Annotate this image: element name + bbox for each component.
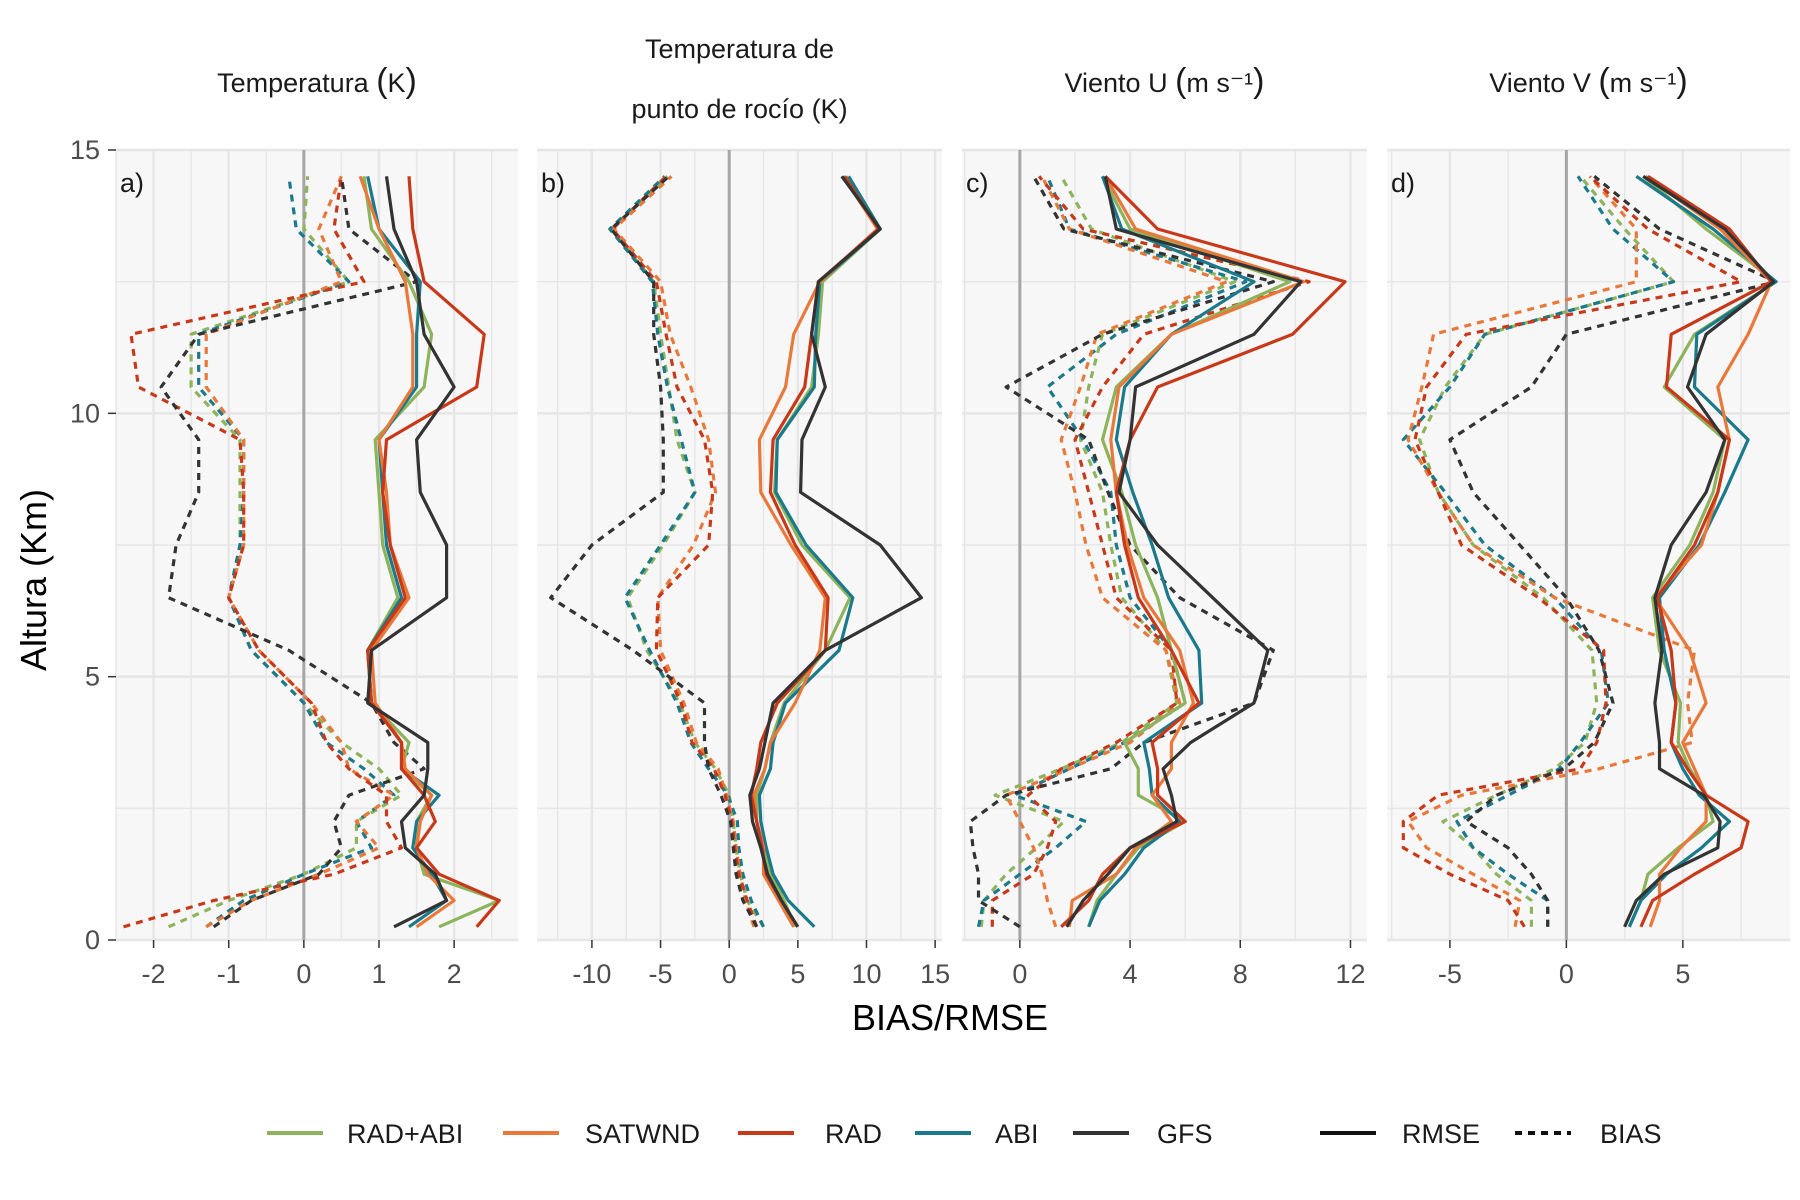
series-gfs-bias: [159, 176, 426, 929]
panel-title-text: Viento U: [1065, 68, 1176, 98]
panel-title-paren: ): [1253, 62, 1264, 100]
series-rad-rmse: [366, 176, 501, 928]
x-tick-label: 1: [371, 959, 386, 989]
panel-title-unit: m s⁻¹: [1186, 68, 1253, 98]
panel-letter: b): [541, 168, 565, 198]
panel-title-paren: ): [1676, 62, 1687, 100]
y-tick-label: 15: [70, 135, 100, 165]
x-tick-label: -10: [572, 959, 611, 989]
series-gfs-bias: [1448, 175, 1778, 927]
panel-title-unit: m s⁻¹: [1610, 68, 1677, 98]
series-rad-rmse: [1639, 174, 1774, 928]
x-tick-label: 5: [790, 959, 805, 989]
legend-label: BIAS: [1600, 1119, 1662, 1149]
panel-4: -5 0 5 Viento V (m s⁻¹) d): [1387, 62, 1790, 989]
series-lines: [968, 175, 1347, 929]
series-lines: [549, 175, 924, 928]
x-tick-label: -5: [649, 959, 673, 989]
panel-1: -2 -1 0 1 2 Temperatura (K) a): [115, 62, 518, 989]
panel-title-line: punto de rocío (K): [631, 94, 847, 124]
series-gfs-rmse: [1065, 175, 1303, 928]
series-lines: [123, 175, 501, 929]
panel-title-unit: K: [388, 68, 406, 98]
legend-label: RAD+ABI: [347, 1119, 463, 1149]
series-satwnd-rmse: [1644, 174, 1774, 928]
legend-item-gfs: GFS: [1073, 1119, 1213, 1149]
panel-title-text: Viento V: [1489, 68, 1598, 98]
series-abi-bias: [197, 176, 396, 929]
x-tick-label: 0: [1012, 959, 1027, 989]
legend-item-bias: BIAS: [1515, 1119, 1662, 1149]
panel-title-line: Temperatura de: [645, 34, 834, 64]
panel-title: Viento V (m s⁻¹): [1489, 62, 1688, 100]
y-axis-title: Altura (Km): [13, 489, 54, 671]
x-tick-label: 0: [296, 959, 311, 989]
x-tick-label: 0: [1559, 959, 1574, 989]
panel-2: -10 -5 0 5 10 15 Temperatura de punto de rocío …: [537, 34, 950, 989]
x-tick-label: 12: [1335, 959, 1365, 989]
series-abi-rmse: [1627, 174, 1778, 928]
y-tick-label: 0: [85, 925, 100, 955]
legend-item-satwnd: SATWND: [503, 1119, 700, 1149]
series-satwnd-bias: [204, 175, 396, 929]
panel-title-paren: ): [406, 62, 417, 100]
series-rad-bias: [123, 176, 404, 929]
x-tick-label: -1: [217, 959, 241, 989]
x-tick-label: 5: [1675, 959, 1690, 989]
legend-label: RAD: [825, 1119, 882, 1149]
y-axis: 0 5 10 15: [70, 135, 116, 955]
series-abi-bias: [1401, 175, 1676, 927]
x-tick-label: 8: [1233, 959, 1248, 989]
legend-label: GFS: [1157, 1119, 1213, 1149]
legend-label: SATWND: [585, 1119, 700, 1149]
series-satwnd-bias: [1004, 175, 1229, 928]
series-abi-bias: [608, 175, 765, 928]
legend-item-abi: ABI: [915, 1119, 1039, 1149]
x-tick-label: 10: [851, 959, 881, 989]
x-axis-title: BIAS/RMSE: [852, 997, 1048, 1038]
legend-label: ABI: [995, 1119, 1039, 1149]
x-tick-label: 2: [447, 959, 462, 989]
panel-title-paren: (: [1175, 62, 1187, 100]
legend-item-rmse: RMSE: [1320, 1119, 1480, 1149]
x-tick-label: 15: [920, 959, 950, 989]
panel-title: Viento U (m s⁻¹): [1065, 62, 1265, 100]
panel-3: 0 4 8 12 Viento U (m s⁻¹) c): [962, 62, 1367, 989]
panel-title-paren: (: [1598, 62, 1610, 100]
series-rad-abi-rmse: [1627, 175, 1778, 928]
series-satwnd-rmse: [1067, 175, 1306, 927]
panel-letter: d): [1391, 168, 1415, 198]
panel-title-text: Temperatura: [217, 68, 376, 98]
series-gfs-rmse: [748, 175, 924, 928]
series-rad-bias: [990, 175, 1311, 927]
panel-title: Temperatura (K): [217, 62, 417, 100]
series-rad-abi-bias: [167, 176, 404, 929]
series-rad-bias: [1401, 175, 1743, 928]
series-gfs-rmse: [1623, 174, 1776, 928]
legend-label: RMSE: [1402, 1119, 1480, 1149]
y-tick-label: 5: [85, 662, 100, 692]
panel-letter: a): [120, 168, 144, 198]
y-tick-label: 10: [70, 398, 100, 428]
panel-letter: c): [966, 168, 989, 198]
legend-item-rad-abi: RAD+ABI: [267, 1119, 463, 1149]
x-tick-label: -5: [1438, 959, 1462, 989]
series-lines: [1401, 174, 1778, 928]
series-gfs-bias: [549, 175, 759, 928]
legend: RAD+ABI SATWND RAD ABI GFS RMSE BIAS: [267, 1119, 1662, 1149]
series-abi-rmse: [757, 175, 882, 928]
x-tick-label: -2: [142, 959, 166, 989]
x-tick-label: 0: [722, 959, 737, 989]
panel-title-paren: (: [376, 62, 388, 100]
series-gfs-bias: [968, 175, 1275, 929]
series-gfs-rmse: [366, 176, 456, 929]
legend-item-rad: RAD: [738, 1119, 882, 1149]
series-satwnd-bias: [1406, 175, 1697, 928]
x-tick-label: 4: [1123, 959, 1138, 989]
